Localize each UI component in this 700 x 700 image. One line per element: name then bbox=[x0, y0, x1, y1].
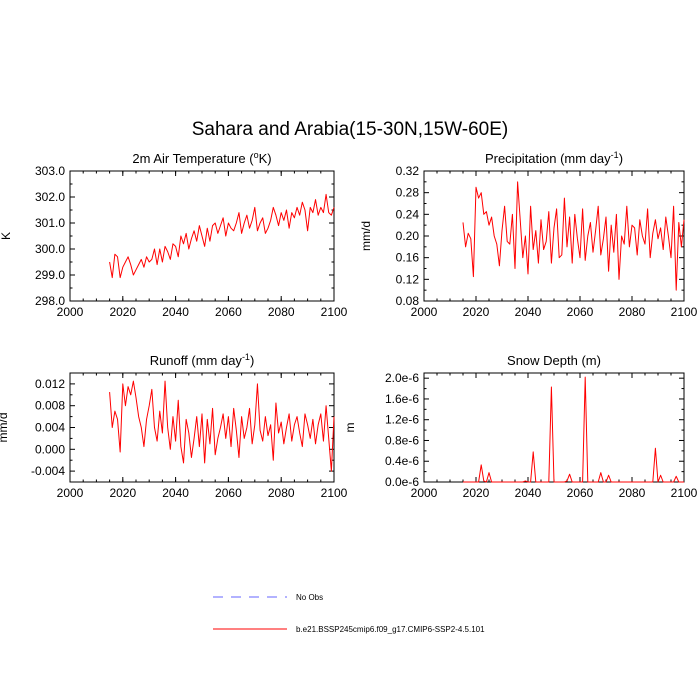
x-tick-label: 2080 bbox=[268, 305, 295, 319]
x-tick-label: 2060 bbox=[567, 305, 594, 319]
x-tick-label: 2040 bbox=[162, 305, 189, 319]
panel-title: Snow Depth (m) bbox=[507, 353, 601, 368]
y-tick-label: 299.0 bbox=[35, 268, 65, 282]
y-tick-label: 0.12 bbox=[396, 272, 420, 286]
panel-2: 2000 2020 2040 2060 2080 2100 -0.004 0.000 0.004… bbox=[0, 352, 348, 500]
y-tick-label: 303.0 bbox=[35, 164, 65, 178]
y-tick-label: 0.012 bbox=[35, 377, 65, 391]
y-tick-label: 1.6e-6 bbox=[385, 392, 419, 406]
y-tick-label: 1.2e-6 bbox=[385, 413, 419, 427]
x-tick-label: 2100 bbox=[321, 486, 348, 500]
legend: No Obs b.e21.BSSP245cmip6.f09_g17.CMIP6-… bbox=[213, 593, 485, 634]
legend-label-no-obs: No Obs bbox=[296, 593, 323, 602]
main-title: Sahara and Arabia(15-30N,15W-60E) bbox=[192, 119, 509, 140]
x-tick-label: 2000 bbox=[57, 486, 84, 500]
x-tick-label: 2040 bbox=[515, 305, 542, 319]
x-tick-label: 2000 bbox=[57, 305, 84, 319]
y-tick-label: 0.08 bbox=[396, 294, 420, 308]
x-tick-label: 2040 bbox=[162, 486, 189, 500]
x-tick-label: 2060 bbox=[215, 486, 242, 500]
panel-title: 2m Air Temperature (oK) bbox=[132, 150, 271, 166]
y-tick-label: 298.0 bbox=[35, 294, 65, 308]
series-line bbox=[109, 193, 335, 279]
y-tick-label: 301.0 bbox=[35, 216, 65, 230]
x-tick-label: 2020 bbox=[463, 486, 490, 500]
x-tick-label: 2080 bbox=[619, 486, 646, 500]
x-tick-label: 2060 bbox=[567, 486, 594, 500]
panel-0: 2000 2020 2040 2060 2080 2100 298.0 299.0 300.0 3… bbox=[0, 150, 348, 319]
y-tick-label: 0.4e-6 bbox=[385, 454, 419, 468]
x-tick-label: 2100 bbox=[671, 305, 698, 319]
y-tick-label: 0.008 bbox=[35, 399, 65, 413]
y-tick-label: 302.0 bbox=[35, 190, 65, 204]
y-tick-label: 0.8e-6 bbox=[385, 433, 419, 447]
y-tick-label: 0.28 bbox=[396, 186, 420, 200]
x-tick-label: 2060 bbox=[215, 305, 242, 319]
y-tick-label: 0.32 bbox=[396, 164, 420, 178]
x-tick-label: 2020 bbox=[463, 305, 490, 319]
x-tick-label: 2020 bbox=[109, 305, 136, 319]
y-axis-label: mm/d bbox=[359, 221, 373, 251]
y-tick-label: -0.004 bbox=[31, 464, 65, 478]
series-line bbox=[463, 376, 684, 483]
x-tick-label: 2040 bbox=[515, 486, 542, 500]
y-axis-label: m bbox=[343, 423, 357, 433]
panels: 2000 2020 2040 2060 2080 2100 298.0 299.0 300.0 3… bbox=[0, 150, 698, 500]
panel-3: 2000 2020 2040 2060 2080 2100 0.0e-6 0.4e-6 0.8e… bbox=[343, 353, 698, 500]
y-tick-label: 2.0e-6 bbox=[385, 371, 419, 385]
y-axis-label: mm/d bbox=[0, 413, 10, 443]
y-tick-label: 0.24 bbox=[396, 207, 420, 221]
x-tick-label: 2100 bbox=[671, 486, 698, 500]
x-tick-label: 2020 bbox=[109, 486, 136, 500]
y-tick-label: 300.0 bbox=[35, 242, 65, 256]
legend-label-model: b.e21.BSSP245cmip6.f09_g17.CMIP6-SSP2-4.… bbox=[296, 625, 485, 634]
y-axis-label: K bbox=[0, 232, 13, 240]
panel-title: Precipitation (mm day-1) bbox=[485, 150, 623, 166]
x-tick-label: 2080 bbox=[619, 305, 646, 319]
x-tick-label: 2000 bbox=[411, 486, 438, 500]
y-tick-label: 0.000 bbox=[35, 442, 65, 456]
y-tick-label: 0.16 bbox=[396, 251, 420, 265]
x-tick-label: 2080 bbox=[268, 486, 295, 500]
x-tick-label: 2000 bbox=[411, 305, 438, 319]
panel-1: 2000 2020 2040 2060 2080 2100 0.08 0.12 0.16 0.20… bbox=[359, 150, 698, 319]
panel-title: Runoff (mm day-1) bbox=[150, 352, 255, 368]
y-tick-label: 0.004 bbox=[35, 421, 65, 435]
series-line bbox=[109, 380, 335, 472]
series-line bbox=[462, 181, 685, 291]
x-tick-label: 2100 bbox=[321, 305, 348, 319]
plot-frame bbox=[423, 170, 685, 302]
y-tick-label: 0.20 bbox=[396, 229, 420, 243]
y-tick-label: 0.0e-6 bbox=[385, 475, 419, 489]
